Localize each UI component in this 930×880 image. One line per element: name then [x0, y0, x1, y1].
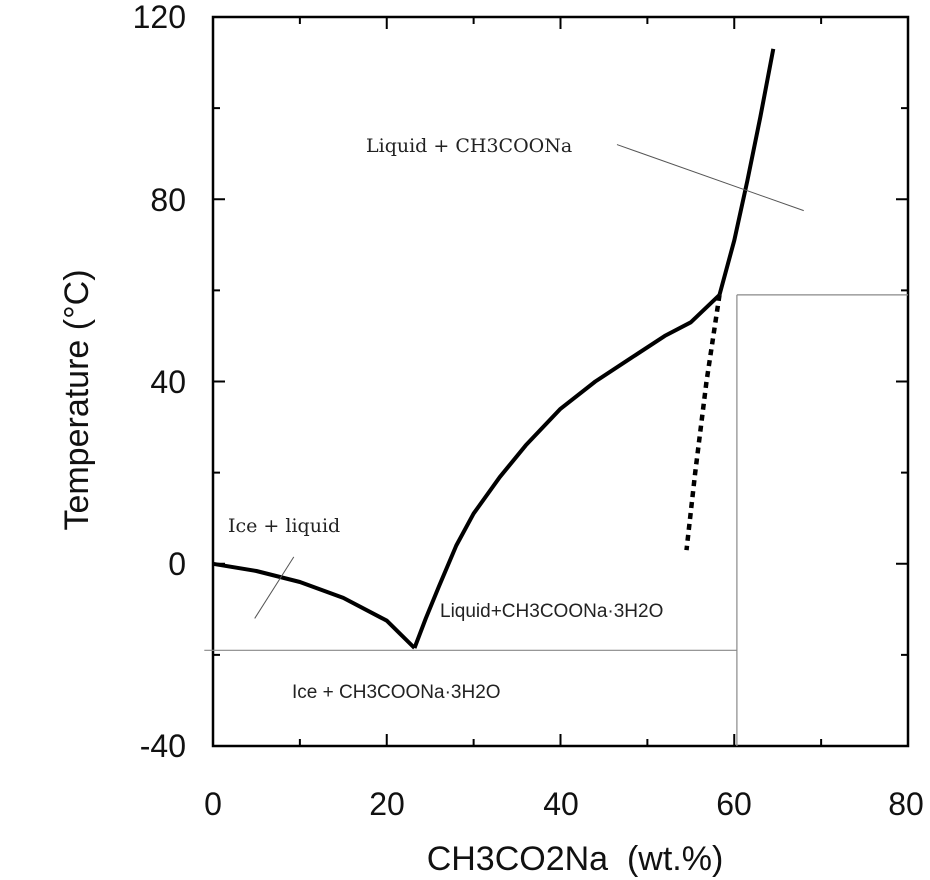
- y-tick-label-120: 120: [133, 0, 186, 35]
- anhydrous-liquidus-curve: [717, 48, 776, 296]
- y-tick-label-neg40: -40: [140, 728, 186, 764]
- annotation-leader-line-1: [616, 144, 804, 212]
- x-axis-title: CH3CO2Na (wt.%): [427, 840, 724, 878]
- region-label-ice-liquid: Ice + liquid: [228, 515, 340, 537]
- trihydrate-liquidus-curve: [412, 293, 721, 649]
- y-tick-label-0: 0: [168, 546, 186, 582]
- x-tick-label-40: 40: [543, 786, 579, 822]
- region-label-liquid-trihydrate: Liquid+CH3COONa·3H2O: [440, 601, 663, 622]
- ice-liquidus-curve: [212, 561, 416, 650]
- metastable-dotted-curve: [684, 294, 722, 551]
- x-tick-label-0: 0: [204, 786, 222, 822]
- y-axis-title: Temperature (°C): [58, 269, 96, 530]
- y-tick-label-80: 80: [150, 182, 186, 218]
- region-label-liquid-ch3coona: Liquid + CH3COONa: [366, 135, 572, 157]
- plot-frame: [211, 15, 910, 748]
- x-tick-label-80: 80: [888, 786, 924, 822]
- y-tick-label-40: 40: [150, 364, 186, 400]
- x-tick-label-60: 60: [716, 786, 752, 822]
- annotation-leader-line-0: [254, 556, 295, 619]
- x-tick-label-20: 20: [369, 786, 405, 822]
- region-label-ice-trihydrate: Ice + CH3COONa·3H2O: [292, 682, 501, 703]
